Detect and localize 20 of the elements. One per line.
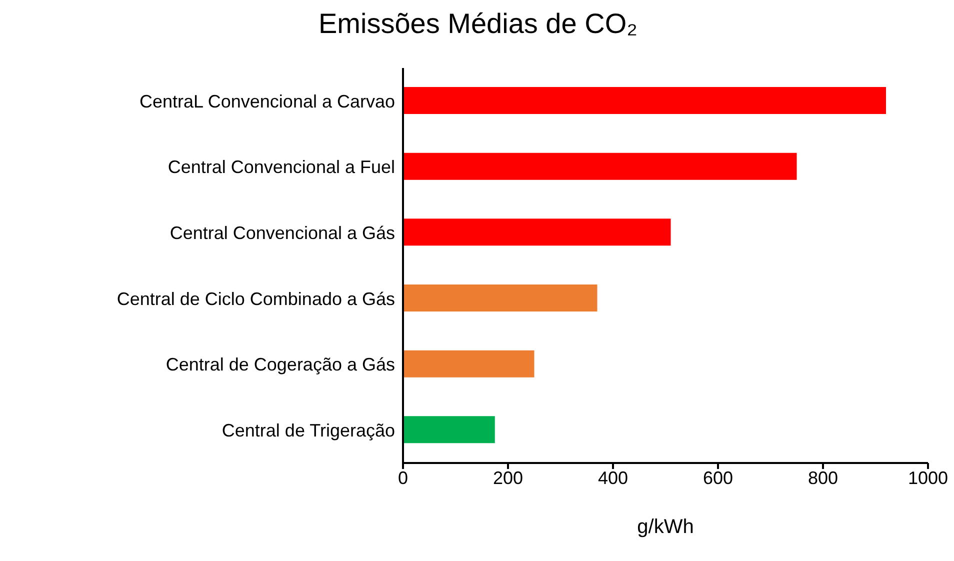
y-tick-label: CentraL Convencional a Carvao: [140, 91, 395, 112]
y-tick-label: Central de Ciclo Combinado a Gás: [116, 288, 395, 309]
y-tick-label: Central Convencional a Fuel: [168, 157, 395, 178]
bar: [403, 218, 671, 246]
y-tick-label: Central de Trigeração: [222, 420, 395, 440]
bar: [403, 284, 598, 312]
chart-title: Emissões Médias de CO₂: [318, 8, 638, 41]
bar: [403, 416, 495, 444]
x-tick-label: 800: [808, 468, 838, 488]
x-axis-title: g/kWh: [637, 516, 694, 538]
bar: [403, 152, 797, 180]
x-tick-label: 1000: [908, 468, 948, 488]
x-tick-label: 400: [598, 468, 628, 488]
bar: [403, 350, 534, 378]
x-tick-label: 0: [398, 468, 408, 488]
y-tick-label: Central de Cogeração a Gás: [166, 354, 395, 375]
bar: [403, 87, 886, 114]
y-tick-label: Central Convencional a Gás: [170, 222, 395, 243]
x-tick-label: 200: [492, 468, 524, 488]
x-tick-label: 600: [702, 468, 734, 488]
